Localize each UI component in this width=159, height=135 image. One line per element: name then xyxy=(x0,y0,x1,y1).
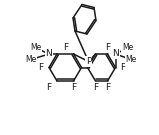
Text: F: F xyxy=(63,43,69,51)
Text: F: F xyxy=(46,84,52,92)
Text: Me: Me xyxy=(122,43,133,53)
Text: N: N xyxy=(46,50,52,58)
Text: F: F xyxy=(71,84,76,92)
Text: F: F xyxy=(120,63,126,72)
Text: F: F xyxy=(93,84,98,92)
Text: Me: Me xyxy=(30,43,42,53)
Text: F: F xyxy=(38,63,44,72)
Text: Me: Me xyxy=(25,55,37,64)
Text: F: F xyxy=(105,84,110,92)
Text: Me: Me xyxy=(125,55,137,64)
Text: N: N xyxy=(112,50,119,58)
Text: F: F xyxy=(105,43,110,51)
Text: P: P xyxy=(86,57,91,66)
